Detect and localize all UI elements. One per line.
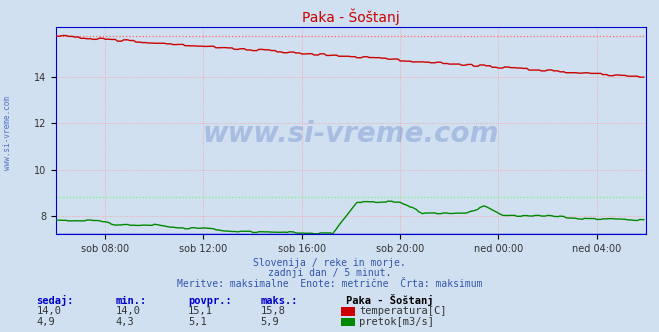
Text: www.si-vreme.com: www.si-vreme.com <box>203 121 499 148</box>
Text: zadnji dan / 5 minut.: zadnji dan / 5 minut. <box>268 268 391 278</box>
Text: 5,1: 5,1 <box>188 317 206 327</box>
Text: Paka - Šoštanj: Paka - Šoštanj <box>346 294 434 306</box>
Text: 5,9: 5,9 <box>260 317 279 327</box>
Text: 4,3: 4,3 <box>115 317 134 327</box>
Text: pretok[m3/s]: pretok[m3/s] <box>359 317 434 327</box>
Text: 4,9: 4,9 <box>36 317 55 327</box>
Text: 15,8: 15,8 <box>260 306 285 316</box>
Text: Meritve: maksimalne  Enote: metrične  Črta: maksimum: Meritve: maksimalne Enote: metrične Črta… <box>177 279 482 289</box>
Title: Paka - Šoštanj: Paka - Šoštanj <box>302 9 400 25</box>
Text: Slovenija / reke in morje.: Slovenija / reke in morje. <box>253 258 406 268</box>
Text: maks.:: maks.: <box>260 296 298 306</box>
Text: 14,0: 14,0 <box>36 306 61 316</box>
Text: min.:: min.: <box>115 296 146 306</box>
Text: 14,0: 14,0 <box>115 306 140 316</box>
Text: povpr.:: povpr.: <box>188 296 231 306</box>
Text: temperatura[C]: temperatura[C] <box>359 306 447 316</box>
Text: 15,1: 15,1 <box>188 306 213 316</box>
Text: www.si-vreme.com: www.si-vreme.com <box>3 96 13 170</box>
Text: sedaj:: sedaj: <box>36 295 74 306</box>
